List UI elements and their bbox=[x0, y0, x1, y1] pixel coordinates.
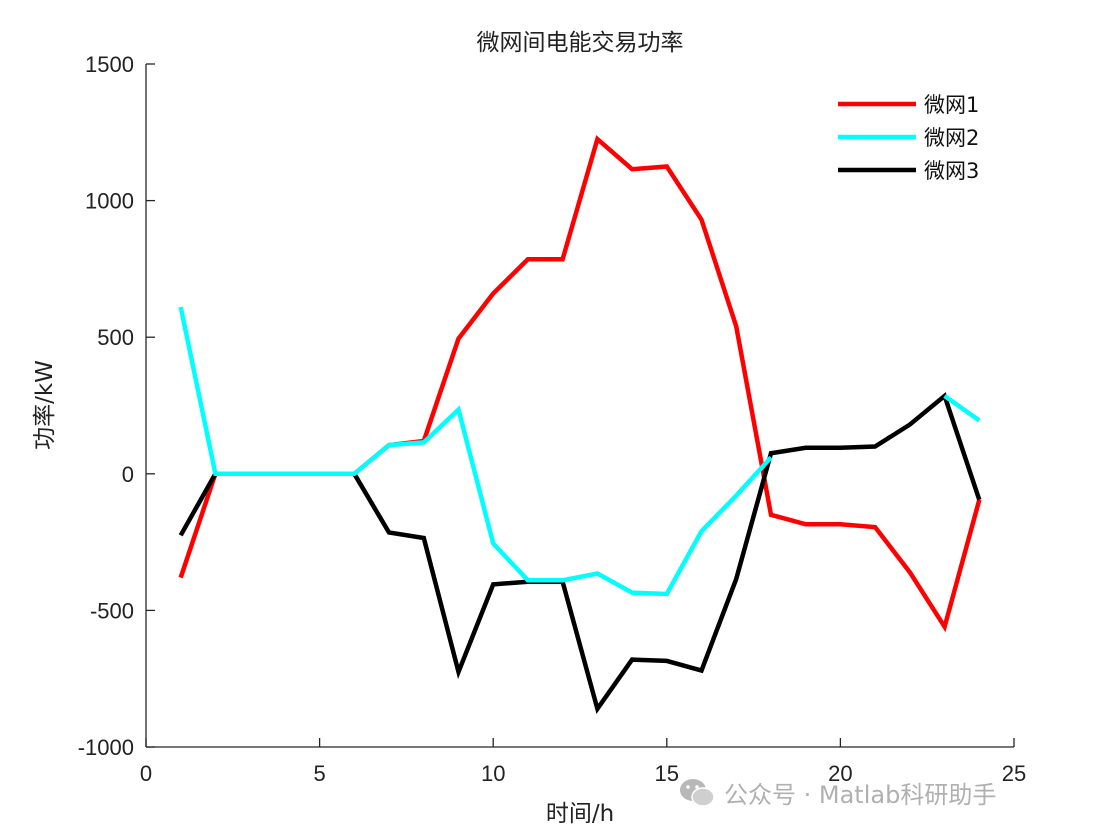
x-tick-label: 0 bbox=[140, 761, 152, 786]
y-tick-label: -500 bbox=[90, 598, 134, 623]
x-tick-label: 25 bbox=[1002, 761, 1026, 786]
x-tick-label: 15 bbox=[655, 761, 679, 786]
wechat-icon bbox=[680, 778, 715, 807]
legend-label-2: 微网2 bbox=[924, 126, 979, 150]
legend: 微网1 微网2 微网3 bbox=[838, 93, 979, 183]
series-line-3 bbox=[178, 392, 982, 714]
axes: 0 5 10 15 20 25 -1000 -500 0 500 1000 1500 bbox=[78, 52, 1027, 786]
x-tick-label: 10 bbox=[481, 761, 505, 786]
y-axis-label: 功率/kW bbox=[32, 360, 58, 450]
series-line-2 bbox=[943, 394, 981, 423]
chart-title: 微网间电能交易功率 bbox=[477, 30, 684, 56]
series-line-1 bbox=[178, 135, 982, 633]
watermark: 公众号 · Matlab科研助手 bbox=[678, 775, 996, 810]
y-tick-label: 500 bbox=[97, 325, 134, 350]
y-tick-label: 1500 bbox=[85, 52, 134, 77]
x-tick-label: 20 bbox=[828, 761, 852, 786]
legend-label-1: 微网1 bbox=[924, 93, 979, 117]
series-line-2 bbox=[178, 306, 773, 597]
x-axis-label: 时间/h bbox=[546, 801, 614, 827]
x-tick-label: 5 bbox=[313, 761, 325, 786]
y-tick-label: -1000 bbox=[78, 735, 134, 760]
series-lines bbox=[178, 135, 982, 714]
y-tick-label: 0 bbox=[122, 462, 134, 487]
legend-label-3: 微网3 bbox=[924, 159, 979, 183]
watermark-text: 公众号 · Matlab科研助手 bbox=[724, 781, 997, 809]
y-tick-label: 1000 bbox=[85, 189, 134, 214]
